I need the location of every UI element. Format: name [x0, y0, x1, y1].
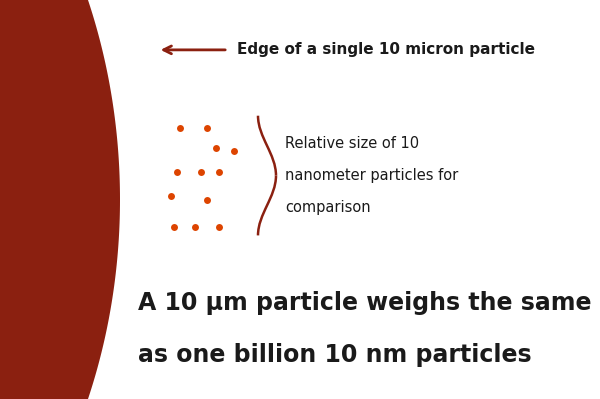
- Text: Relative size of 10: Relative size of 10: [285, 136, 419, 151]
- Text: A 10 μm particle weighs the same: A 10 μm particle weighs the same: [138, 291, 592, 315]
- Text: nanometer particles for: nanometer particles for: [285, 168, 458, 183]
- Text: comparison: comparison: [285, 200, 371, 215]
- Text: as one billion 10 nm particles: as one billion 10 nm particles: [138, 343, 532, 367]
- Polygon shape: [0, 0, 120, 399]
- Text: Edge of a single 10 micron particle: Edge of a single 10 micron particle: [237, 42, 535, 57]
